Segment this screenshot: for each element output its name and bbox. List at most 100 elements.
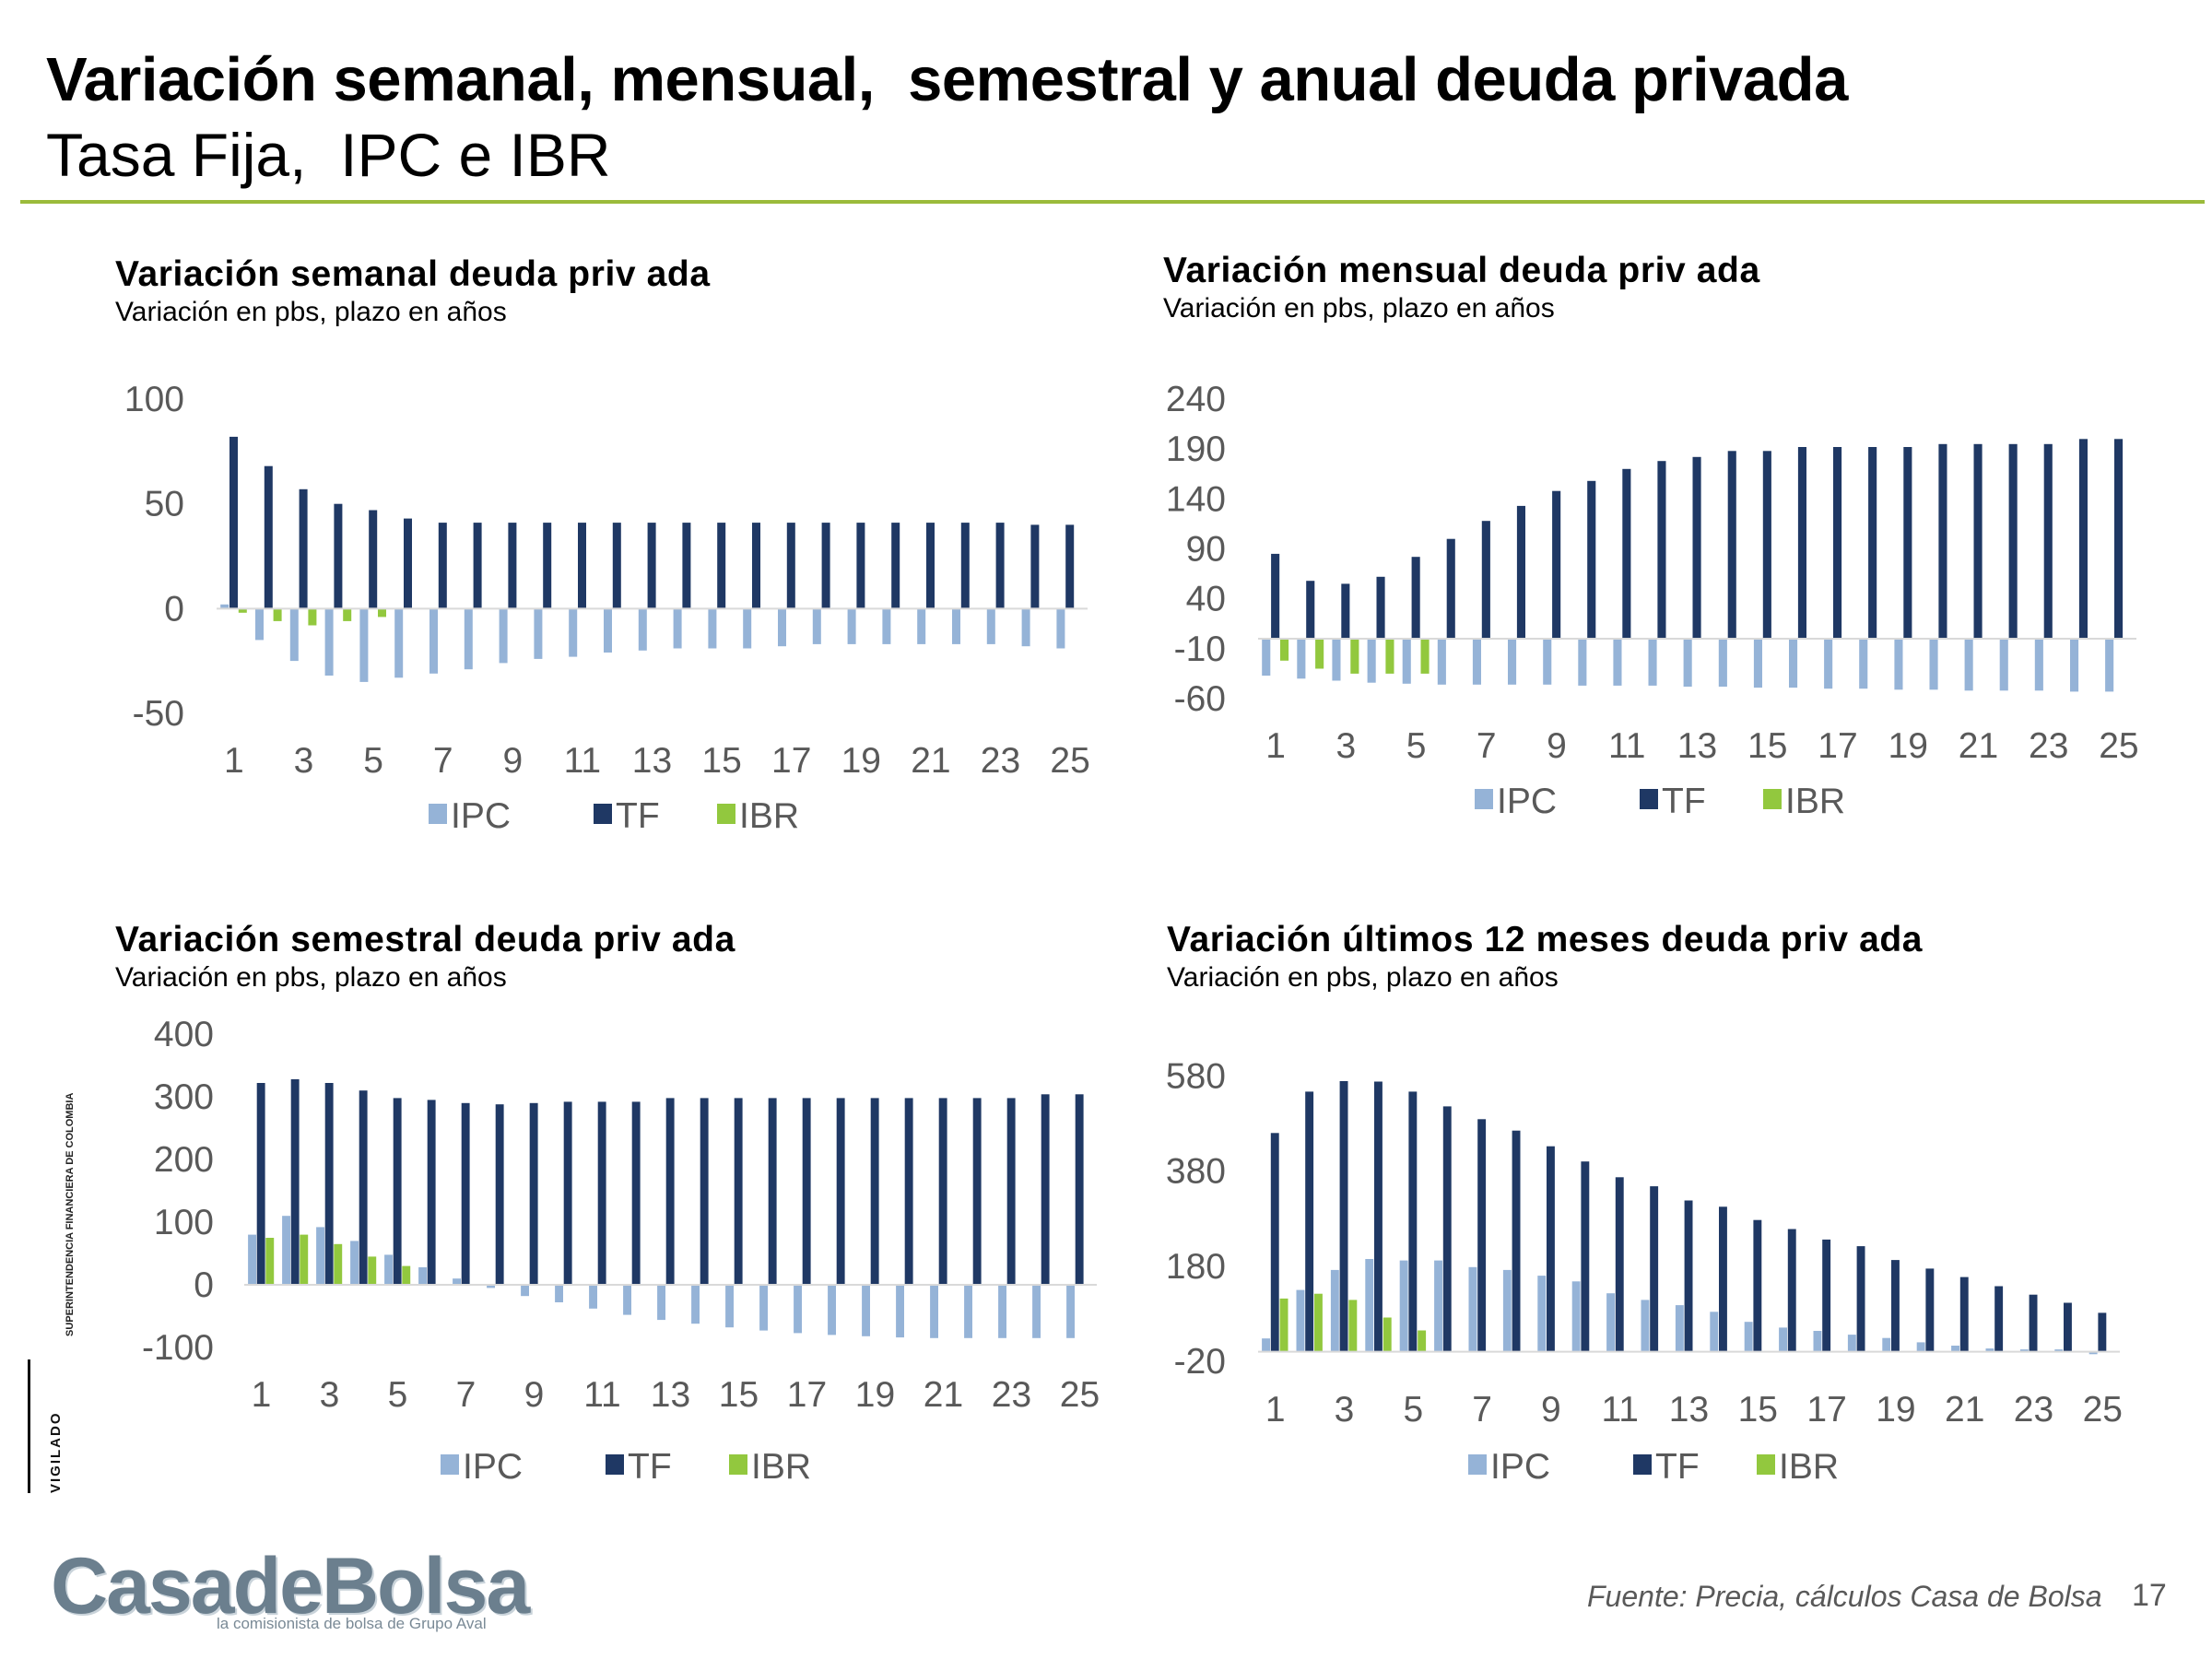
- annual-bar-ipc: [1537, 1276, 1547, 1352]
- monthly-bar-tf: [1376, 576, 1385, 639]
- semestral-bar-ipc: [896, 1285, 904, 1338]
- weekly-bar-tf: [891, 523, 900, 609]
- weekly-xtick-label: 19: [841, 741, 881, 781]
- annual-legend-label-ipc: IPC: [1490, 1447, 1550, 1487]
- monthly-bar-tf: [1833, 447, 1842, 639]
- annual-xtick-label: 1: [1265, 1390, 1286, 1430]
- annual-bar-ipc: [1606, 1293, 1615, 1352]
- semestral-bar-ipc: [350, 1241, 359, 1285]
- casadebolsa-logo: CasadeBolsa: [51, 1542, 530, 1630]
- monthly-bar-ipc: [2034, 639, 2043, 691]
- monthly-xtick-label: 3: [1335, 726, 1356, 766]
- weekly-xtick-label: 7: [433, 741, 453, 781]
- monthly-bar-ipc: [1297, 639, 1306, 679]
- annual-bar-tf: [2098, 1312, 2107, 1352]
- weekly-legend-label-tf: TF: [616, 796, 660, 836]
- annual-bar-tf: [1959, 1277, 1969, 1352]
- weekly-bar-ipc: [673, 608, 682, 649]
- annual-bar-tf: [1822, 1239, 1831, 1352]
- annual-ytick-label: 180: [1166, 1247, 1226, 1287]
- monthly-ytick-label: 140: [1166, 479, 1226, 519]
- annual-xtick-label: 19: [1876, 1390, 1915, 1430]
- monthly-bar-tf: [1868, 447, 1877, 639]
- monthly-bar-ipc: [1753, 639, 1762, 688]
- weekly-bar-ipc: [220, 604, 229, 609]
- semestral-bar-ipc: [691, 1285, 700, 1324]
- monthly-ytick-label: -60: [1174, 679, 1226, 719]
- annual-bar-ipc: [1399, 1260, 1408, 1352]
- semestral-bar-tf: [665, 1098, 675, 1285]
- semestral-ytick-label: 100: [154, 1203, 214, 1242]
- monthly-bar-tf: [1411, 557, 1420, 639]
- monthly-legend-label-tf: TF: [1662, 782, 1706, 821]
- annual-bar-ipc: [2088, 1351, 2098, 1355]
- weekly-bar-ipc: [499, 608, 508, 664]
- annual-bar-tf: [2029, 1294, 2038, 1352]
- monthly-bar-tf: [1692, 456, 1701, 639]
- annual-xtick-label: 21: [1945, 1390, 1984, 1430]
- weekly-bar-tf: [960, 523, 970, 609]
- annual-bar-tf: [1477, 1119, 1487, 1352]
- annual-bar-ipc: [1951, 1346, 1959, 1352]
- semestral-xtick-label: 5: [388, 1375, 408, 1415]
- annual-bar-ipc: [1813, 1331, 1822, 1352]
- annual-legend-label-tf: TF: [1655, 1447, 1700, 1487]
- semestral-bar-tf: [461, 1102, 470, 1285]
- monthly-bar-tf: [1622, 468, 1631, 639]
- chart-weekly-subtitle: Variación en pbs, plazo en años: [115, 297, 507, 327]
- annual-bar-ipc: [1744, 1322, 1753, 1352]
- weekly-xtick-label: 3: [294, 741, 314, 781]
- annual-bar-ipc: [1330, 1269, 1339, 1352]
- monthly-bar-ipc: [2070, 639, 2079, 692]
- monthly-bar-ipc: [1332, 639, 1341, 681]
- monthly-bar-tf: [1446, 538, 1455, 639]
- monthly-bar-tf: [2114, 439, 2124, 639]
- monthly-legend-label-ipc: IPC: [1497, 782, 1557, 821]
- annual-xtick-label: 3: [1335, 1390, 1355, 1430]
- semestral-bar-tf: [359, 1090, 368, 1285]
- semestral-bar-ipc: [794, 1285, 802, 1334]
- semestral-bar-ipc: [521, 1285, 529, 1297]
- semestral-bar-tf: [836, 1098, 845, 1285]
- monthly-bar-ipc: [1508, 639, 1517, 685]
- annual-bar-ipc: [1296, 1289, 1305, 1352]
- semestral-bar-ibr: [300, 1234, 309, 1285]
- annual-xtick-label: 23: [2014, 1390, 2053, 1430]
- weekly-bar-ipc: [708, 608, 717, 649]
- monthly-bar-ipc: [1437, 639, 1446, 685]
- monthly-bar-ipc: [1613, 639, 1622, 686]
- monthly-bar-ipc: [1999, 639, 2008, 691]
- annual-bar-tf: [1925, 1268, 1935, 1352]
- weekly-bar-ipc: [429, 608, 438, 674]
- weekly-bar-ipc: [1056, 608, 1065, 649]
- weekly-bar-ipc: [464, 608, 473, 670]
- semestral-ytick-label: 200: [154, 1140, 214, 1180]
- semestral-xtick-label: 19: [855, 1375, 895, 1415]
- monthly-bar-ipc: [1262, 639, 1271, 677]
- weekly-bar-ipc: [255, 608, 264, 641]
- semestral-ytick-label: -100: [142, 1328, 214, 1368]
- annual-ytick-label: -20: [1174, 1342, 1226, 1382]
- vigilado-label: VIGILADO: [48, 1411, 64, 1493]
- annual-bar-tf: [1408, 1091, 1418, 1352]
- monthly-bar-tf: [2008, 443, 2018, 640]
- semestral-bar-tf: [802, 1098, 811, 1285]
- weekly-xtick-label: 1: [224, 741, 244, 781]
- monthly-bar-tf: [1903, 447, 1912, 639]
- weekly-bar-tf: [438, 523, 447, 609]
- annual-bar-tf: [1339, 1081, 1348, 1352]
- annual-bar-tf: [1547, 1146, 1555, 1352]
- semestral-xtick-label: 11: [583, 1375, 621, 1415]
- monthly-xtick-label: 19: [1888, 726, 1928, 766]
- semestral-bar-ibr: [402, 1265, 411, 1285]
- monthly-xtick-label: 15: [1747, 726, 1787, 766]
- semestral-bar-tf: [495, 1104, 504, 1285]
- monthly-bar-tf: [1938, 443, 1947, 640]
- annual-bar-ipc: [1502, 1269, 1512, 1352]
- semestral-legend-label-ipc: IPC: [463, 1447, 523, 1487]
- monthly-bar-ipc: [1894, 639, 1903, 690]
- semestral-bar-ibr: [368, 1256, 377, 1285]
- semestral-bar-tf: [290, 1079, 300, 1285]
- monthly-bar-ipc: [2105, 639, 2114, 692]
- weekly-bar-tf: [682, 523, 691, 609]
